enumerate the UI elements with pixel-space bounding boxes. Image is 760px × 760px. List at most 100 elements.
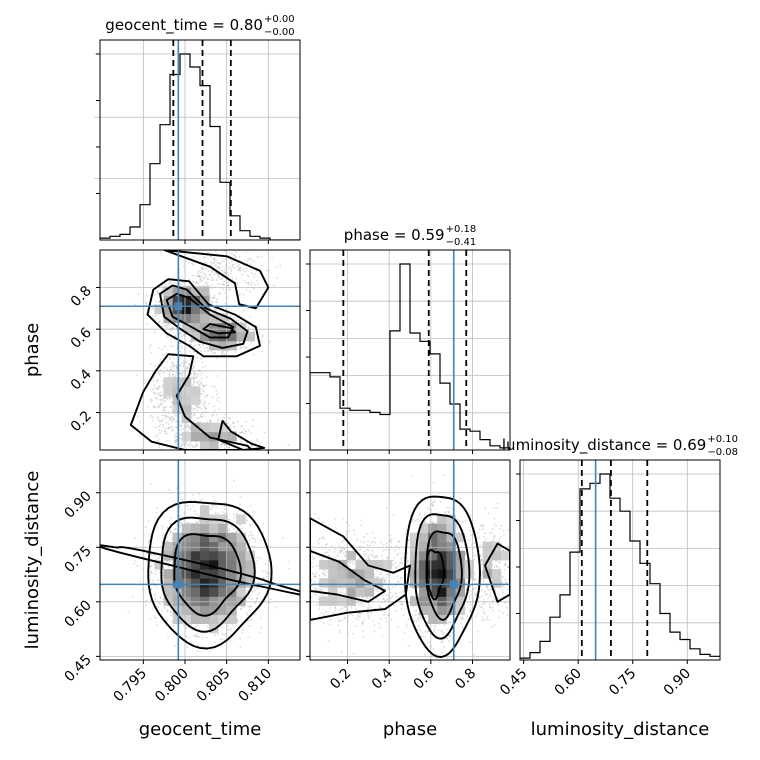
scatter-point <box>192 264 195 266</box>
scatter-point <box>213 273 216 275</box>
scatter-point <box>178 282 181 285</box>
scatter-point <box>224 413 227 416</box>
scatter-point <box>180 445 182 447</box>
scatter-point <box>168 565 171 568</box>
scatter-point <box>195 340 198 343</box>
scatter-point <box>181 465 183 467</box>
scatter-point <box>153 294 156 296</box>
scatter-point <box>228 251 231 254</box>
scatter-point <box>228 446 231 449</box>
scatter-point <box>250 263 253 265</box>
scatter-point <box>198 275 201 278</box>
scatter-point <box>163 533 166 536</box>
scatter-point <box>221 350 224 353</box>
scatter-point <box>218 266 220 269</box>
scatter-point <box>240 441 243 444</box>
scatter-point <box>148 346 151 349</box>
scatter-point <box>246 519 249 522</box>
density-cell <box>181 304 192 314</box>
scatter-point <box>169 531 172 534</box>
scatter-point <box>165 406 168 409</box>
scatter-point <box>227 629 230 632</box>
scatter-point <box>199 281 202 283</box>
scatter-point <box>241 431 244 433</box>
scatter-point <box>167 427 170 430</box>
scatter-point <box>167 323 170 326</box>
scatter-point <box>178 332 181 335</box>
scatter-point <box>229 266 232 269</box>
scatter-point <box>173 433 176 436</box>
scatter-point <box>246 262 249 265</box>
scatter-point <box>169 406 172 408</box>
density-cell <box>163 295 174 305</box>
scatter-point <box>186 367 188 370</box>
scatter-point <box>161 414 164 417</box>
scatter-point <box>261 336 264 338</box>
scatter-point <box>181 347 184 350</box>
scatter-point <box>161 393 164 396</box>
scatter-point <box>152 582 155 584</box>
scatter-point <box>199 350 202 353</box>
scatter-point <box>206 346 209 349</box>
scatter-point <box>233 255 236 257</box>
scatter-point <box>213 296 216 299</box>
density-cell <box>172 377 183 387</box>
scatter-point <box>218 273 221 276</box>
scatter-point <box>168 322 171 325</box>
scatter-point <box>174 426 177 429</box>
scatter-point <box>164 409 167 411</box>
scatter-point <box>221 633 224 635</box>
scatter-point <box>227 267 230 270</box>
density-cell <box>218 313 228 324</box>
scatter-point <box>182 359 185 362</box>
scatter-point <box>175 372 178 375</box>
scatter-point <box>237 319 240 322</box>
scatter-point <box>222 442 224 445</box>
scatter-point <box>233 430 236 433</box>
scatter-point <box>152 391 155 394</box>
scatter-point <box>161 288 164 291</box>
scatter-point <box>288 567 291 570</box>
scatter-point <box>185 441 188 443</box>
scatter-point <box>193 381 196 384</box>
scatter-point <box>216 279 218 281</box>
scatter-point <box>157 418 159 420</box>
density-cell <box>181 322 192 333</box>
scatter-point <box>247 275 250 278</box>
scatter-point <box>175 432 178 435</box>
scatter-point <box>256 462 258 464</box>
scatter-point <box>190 444 193 447</box>
scatter-point <box>202 403 205 406</box>
scatter-point <box>138 421 141 423</box>
density-cell <box>200 286 210 296</box>
scatter-point <box>279 264 282 267</box>
scatter-point <box>216 452 218 454</box>
scatter-point <box>200 377 203 380</box>
scatter-point <box>218 456 220 458</box>
scatter-point <box>172 426 175 429</box>
scatter-point <box>157 388 160 390</box>
scatter-point <box>260 339 262 342</box>
scatter-point <box>206 421 209 424</box>
scatter-point <box>203 385 205 388</box>
density-cell <box>181 431 192 442</box>
scatter-point <box>268 340 271 343</box>
density-cell <box>163 377 174 387</box>
scatter-point <box>159 360 162 363</box>
scatter-point <box>257 282 259 285</box>
scatter-point <box>202 366 205 368</box>
scatter-point <box>170 417 172 420</box>
scatter-point <box>165 396 167 399</box>
scatter-point <box>197 521 200 524</box>
scatter-point <box>196 281 198 283</box>
scatter-point <box>232 421 234 424</box>
density-cell <box>209 422 219 433</box>
scatter-point <box>235 251 237 254</box>
scatter-point <box>202 390 204 393</box>
scatter-point <box>245 326 248 328</box>
scatter-point <box>164 432 167 435</box>
scatter-point <box>239 269 242 272</box>
density-cell <box>218 340 228 351</box>
scatter-point <box>207 270 210 272</box>
scatter-point <box>168 427 171 429</box>
